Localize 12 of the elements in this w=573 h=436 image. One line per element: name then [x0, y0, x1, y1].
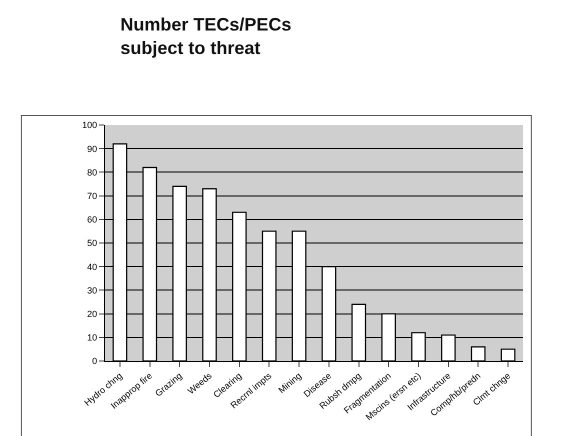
y-tick-label: 40	[87, 262, 98, 272]
y-tick-label: 0	[92, 356, 98, 366]
y-tick-label: 60	[87, 214, 98, 225]
y-tick-label: 70	[87, 190, 98, 201]
y-tick-label: 30	[87, 285, 98, 296]
chart-title: Number TECs/PECs subject to threat	[120, 14, 292, 58]
y-tick-label: 80	[87, 167, 98, 178]
y-tick-label: 10	[87, 332, 98, 343]
y-tick-label: 100	[82, 120, 98, 130]
y-tick-label: 50	[87, 238, 98, 248]
y-tick-label: 90	[87, 144, 98, 154]
y-tick-label: 20	[87, 308, 98, 319]
